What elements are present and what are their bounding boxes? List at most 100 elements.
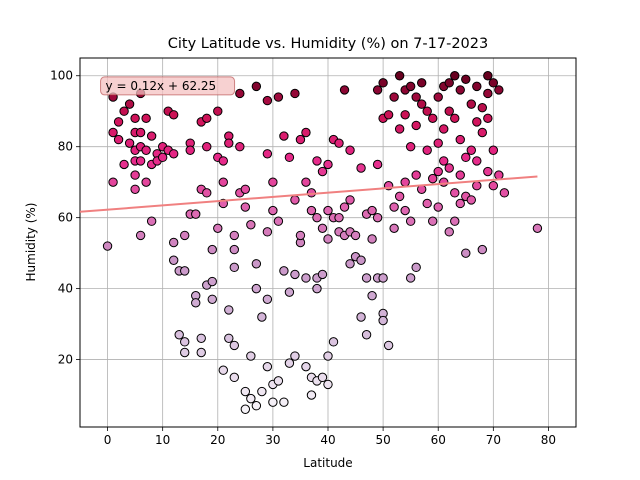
data-point bbox=[141, 177, 151, 187]
data-point bbox=[394, 124, 405, 134]
data-point bbox=[416, 99, 427, 109]
data-point bbox=[488, 181, 499, 191]
data-point bbox=[483, 71, 493, 81]
data-point bbox=[439, 156, 449, 166]
data-point bbox=[124, 138, 135, 148]
data-point bbox=[229, 340, 240, 351]
data-point bbox=[433, 202, 443, 212]
data-point bbox=[135, 156, 146, 166]
regression-equation-box bbox=[100, 76, 236, 96]
data-point bbox=[483, 113, 493, 124]
data-point bbox=[268, 177, 278, 187]
data-point bbox=[466, 195, 476, 205]
data-point bbox=[240, 184, 251, 194]
y-tick-label: 40 bbox=[58, 282, 73, 296]
data-point bbox=[290, 351, 300, 361]
data-point bbox=[251, 259, 262, 269]
data-point bbox=[218, 177, 228, 187]
data-point bbox=[240, 386, 251, 397]
data-point bbox=[317, 372, 328, 383]
data-point bbox=[229, 372, 240, 383]
regression-equation: y = 0.12x + 62.25 bbox=[106, 79, 217, 93]
data-point bbox=[207, 276, 217, 287]
data-point bbox=[422, 198, 432, 209]
data-point bbox=[405, 81, 416, 92]
data-point bbox=[433, 166, 443, 177]
data-point bbox=[323, 159, 333, 170]
data-point bbox=[191, 209, 201, 219]
data-point bbox=[312, 283, 322, 294]
data-point bbox=[224, 138, 234, 148]
data-point bbox=[130, 113, 140, 124]
data-point bbox=[240, 202, 251, 212]
data-point bbox=[279, 266, 289, 276]
data-point bbox=[262, 149, 273, 159]
data-point bbox=[191, 298, 201, 308]
data-point bbox=[372, 212, 383, 223]
data-point bbox=[273, 216, 284, 226]
data-point bbox=[494, 85, 504, 95]
data-point bbox=[279, 131, 289, 141]
data-point bbox=[284, 152, 295, 163]
data-point bbox=[433, 92, 443, 102]
data-point bbox=[494, 170, 504, 180]
data-point bbox=[367, 234, 377, 244]
data-point bbox=[113, 134, 124, 145]
data-point bbox=[306, 390, 317, 400]
data-point bbox=[378, 78, 388, 88]
data-point bbox=[428, 113, 438, 124]
data-point bbox=[180, 337, 190, 347]
data-point bbox=[439, 124, 449, 134]
data-point bbox=[461, 74, 471, 84]
x-tick-label: 30 bbox=[265, 433, 280, 447]
data-point bbox=[168, 255, 179, 265]
data-point bbox=[290, 269, 300, 280]
data-point bbox=[450, 188, 460, 198]
data-point bbox=[301, 177, 311, 187]
axis-ticks: 0 10 20 30 40 50 60 70 80 20 40 60 80 100 bbox=[50, 69, 556, 447]
data-point bbox=[461, 248, 471, 258]
data-point bbox=[119, 106, 129, 116]
data-point bbox=[130, 170, 140, 180]
data-point bbox=[180, 266, 190, 276]
data-point bbox=[378, 273, 388, 283]
data-point bbox=[532, 223, 543, 234]
data-points bbox=[102, 71, 543, 414]
data-point bbox=[356, 255, 366, 265]
data-point bbox=[428, 173, 438, 184]
data-point bbox=[130, 184, 140, 194]
data-point bbox=[196, 333, 206, 343]
data-point bbox=[224, 333, 234, 343]
data-point bbox=[483, 88, 493, 99]
data-point bbox=[246, 220, 256, 230]
data-point bbox=[439, 177, 449, 187]
data-point bbox=[251, 283, 262, 294]
chart-title: City Latitude vs. Humidity (%) on 7-17-2… bbox=[168, 36, 488, 52]
data-point bbox=[273, 376, 284, 386]
data-point bbox=[433, 138, 443, 148]
data-point bbox=[218, 365, 228, 375]
data-point bbox=[472, 181, 482, 191]
data-point bbox=[483, 166, 493, 177]
data-point bbox=[262, 227, 273, 237]
data-point bbox=[345, 145, 355, 155]
data-point bbox=[411, 92, 421, 102]
data-point bbox=[202, 188, 212, 198]
data-point bbox=[273, 92, 284, 102]
data-point bbox=[455, 170, 465, 180]
data-point bbox=[444, 106, 454, 116]
data-point bbox=[290, 195, 300, 205]
x-tick-label: 60 bbox=[431, 433, 446, 447]
data-point bbox=[235, 88, 245, 99]
data-point bbox=[477, 102, 488, 113]
data-point bbox=[196, 347, 206, 358]
data-point bbox=[383, 110, 394, 120]
data-point bbox=[356, 312, 366, 322]
data-point bbox=[400, 177, 410, 187]
data-point bbox=[262, 294, 273, 304]
data-point bbox=[411, 170, 421, 180]
data-point bbox=[213, 223, 223, 234]
data-point bbox=[168, 149, 179, 159]
data-point bbox=[394, 191, 405, 202]
